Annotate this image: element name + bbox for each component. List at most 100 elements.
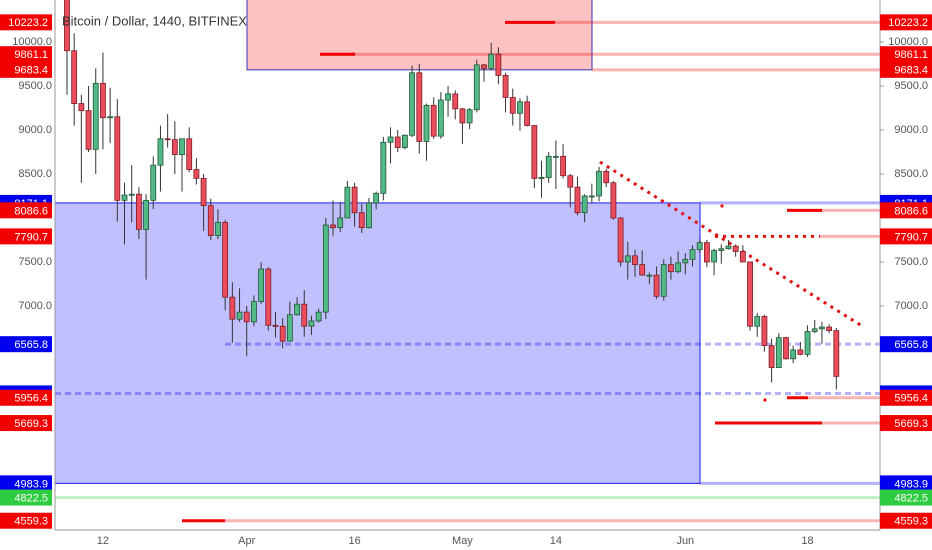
candle-body	[344, 186, 351, 219]
candle-body	[675, 262, 682, 273]
candle-body	[258, 268, 265, 302]
candle-body	[409, 72, 416, 136]
candle-body	[200, 177, 207, 207]
candle-body	[157, 138, 164, 166]
y-tick-label: 9500.0	[18, 80, 52, 92]
candle-body	[545, 155, 552, 178]
candle-body	[531, 125, 538, 179]
candle-body	[790, 349, 797, 360]
support-zone	[55, 202, 701, 484]
candle-body	[121, 194, 128, 201]
candle-body	[819, 326, 825, 330]
level-badge	[0, 336, 52, 353]
level-badge	[880, 489, 932, 506]
candle-body	[617, 217, 624, 263]
level-label: 10223.2	[8, 17, 48, 29]
level-badge	[0, 389, 52, 406]
level-badge	[0, 228, 52, 245]
candle-body	[265, 268, 272, 326]
candle-body	[452, 93, 459, 110]
candle-body	[610, 182, 617, 219]
candle-body	[502, 75, 509, 98]
candle-body	[207, 205, 214, 236]
candle-body	[85, 110, 92, 150]
candle-body	[732, 245, 739, 252]
candle-body	[351, 186, 358, 214]
y-tick-label: 7500.0	[894, 256, 928, 268]
candles	[64, 0, 840, 390]
x-tick-label: Apr	[238, 535, 255, 547]
level-badge	[880, 14, 932, 31]
level-label: 8086.6	[14, 205, 48, 217]
candle-body	[358, 212, 365, 229]
level-label: 9861.1	[894, 49, 928, 61]
candle-body	[251, 301, 257, 323]
candle-body	[747, 261, 753, 327]
candle-body	[150, 164, 157, 201]
candle-body	[826, 326, 833, 332]
candle-body	[581, 195, 588, 214]
candle-body	[603, 170, 610, 184]
candle-body	[517, 101, 523, 114]
level-lines	[55, 20, 880, 523]
candle-body	[380, 141, 387, 194]
candle-body	[682, 258, 689, 264]
candle-body	[567, 175, 574, 188]
candle-body	[761, 316, 768, 346]
level-badge	[0, 14, 52, 31]
candle-body	[639, 264, 646, 276]
level-label: 4559.3	[894, 516, 928, 528]
candle-body	[797, 349, 804, 355]
candle-body	[402, 134, 408, 148]
x-tick-label: Jun	[676, 535, 694, 547]
candle-body	[459, 108, 466, 124]
candle-body	[495, 53, 502, 76]
candle-body	[660, 264, 667, 297]
candle-body	[92, 82, 99, 150]
candle-body	[689, 249, 696, 260]
candle-body	[128, 193, 135, 196]
level-badge	[880, 512, 932, 529]
candle-body	[725, 245, 732, 250]
y-tick-label: 9500.0	[894, 80, 928, 92]
candle-body	[107, 116, 114, 119]
x-tick-label: May	[452, 535, 473, 547]
candle-body	[301, 303, 308, 327]
candle-body	[668, 264, 674, 273]
candle-body	[272, 324, 279, 327]
level-label: 9683.4	[14, 65, 48, 77]
level-label: 10223.2	[888, 17, 928, 29]
candle-body	[696, 242, 703, 251]
candle-body	[373, 192, 380, 204]
y-tick-label: 8500.0	[894, 168, 928, 180]
candle-body	[78, 103, 85, 112]
candle-body	[193, 169, 200, 179]
level-label: 4822.5	[894, 492, 928, 504]
candle-body	[135, 193, 142, 230]
level-label: 4559.3	[14, 516, 48, 528]
candle-body	[538, 177, 545, 179]
candle-body	[775, 337, 782, 368]
candle-body	[481, 64, 487, 69]
zones	[55, 0, 701, 484]
y-tick-label: 9000.0	[894, 124, 928, 136]
level-badge	[880, 202, 932, 219]
candle-body	[445, 93, 451, 101]
candle-body	[703, 242, 710, 263]
x-tick-label: 16	[348, 535, 360, 547]
candle-body	[509, 97, 516, 114]
level-badge	[880, 475, 932, 492]
candle-body	[416, 72, 423, 142]
level-label: 5956.4	[14, 393, 48, 405]
annotation-dot	[763, 398, 767, 402]
candle-body	[243, 311, 250, 323]
y-tick-label: 10000.0	[888, 36, 928, 48]
candle-body	[279, 325, 286, 342]
candle-body	[739, 251, 746, 263]
candle-body	[430, 104, 437, 137]
level-badge	[880, 46, 932, 63]
candle-body	[366, 202, 372, 229]
candle-body	[286, 314, 293, 342]
level-label: 8086.6	[894, 205, 928, 217]
